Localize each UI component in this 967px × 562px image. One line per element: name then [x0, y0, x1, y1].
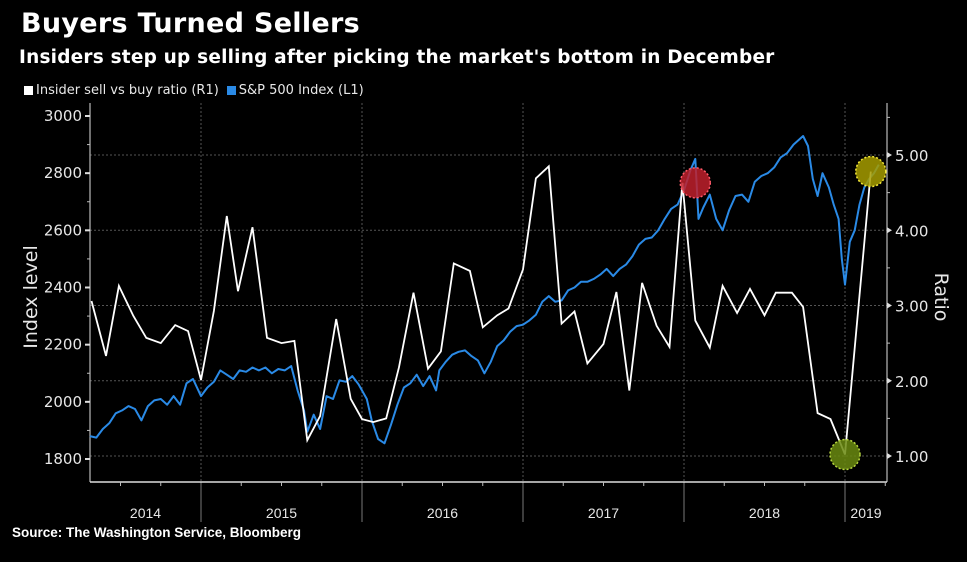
axes: 1800 2000 2200 2400 2600 2800 3000 1.00 2.00 3.00…: [44, 103, 928, 522]
y-right-tick: [887, 453, 892, 459]
y-right-tick: [887, 152, 892, 158]
y-left-tick-label: 2400: [44, 279, 82, 297]
y-left-tick-label: 2800: [44, 164, 82, 182]
gridlines: [90, 103, 887, 482]
annotation-circle: [855, 155, 887, 188]
y-axis-left-label: Index level: [20, 245, 42, 349]
y-right-tick-label: 5.00: [895, 147, 928, 165]
line-sp500: [89, 135, 880, 445]
x-tick-label: 2014: [130, 505, 161, 521]
x-tick-label: 2018: [749, 505, 780, 521]
x-tick-label: 2015: [266, 505, 297, 521]
y-right-tick-label: 3.00: [895, 298, 928, 316]
x-tick-label: 2017: [588, 505, 619, 521]
annotation-circle: [829, 438, 861, 471]
x-tick-label: 2019: [850, 505, 881, 521]
legend: Insider sell vs buy ratio (R1) S&P 500 I…: [24, 83, 372, 98]
y-right-tick-label: 1.00: [895, 448, 928, 466]
line-ratio: [90, 164, 872, 455]
legend-label-ratio: Insider sell vs buy ratio (R1): [36, 83, 219, 98]
legend-label-sp500: S&P 500 Index (L1): [238, 83, 364, 98]
series-sp500: [89, 135, 880, 445]
y-left-tick-label: 3000: [44, 107, 82, 125]
series-ratio: [90, 164, 872, 455]
legend-swatch-sp500: [226, 86, 236, 95]
annotations: [679, 155, 887, 471]
x-tick-label: 2016: [427, 505, 458, 521]
y-right-tick: [887, 302, 892, 309]
legend-item-sp500: S&P 500 Index (L1): [226, 83, 364, 98]
y-left-tick-label: 2600: [44, 221, 82, 239]
legend-swatch-ratio: [24, 86, 33, 95]
chart-subtitle: Insiders step up selling after picking t…: [19, 47, 775, 68]
source-note: Source: The Washington Service, Bloomber…: [12, 525, 302, 540]
y-left-tick-label: 2000: [44, 393, 82, 411]
annotation-circle: [679, 167, 712, 199]
y-left-tick-label: 1800: [44, 450, 82, 468]
y-right-tick: [887, 377, 892, 384]
y-right-tick-label: 2.00: [895, 373, 928, 391]
y-right-tick: [887, 227, 892, 234]
legend-item-ratio: Insider sell vs buy ratio (R1): [24, 83, 219, 98]
chart-title: Buyers Turned Sellers: [21, 8, 361, 39]
y-left-tick-label: 2200: [44, 336, 82, 354]
y-right-tick-label: 4.00: [895, 222, 928, 240]
y-axis-right-label: Ratio: [930, 273, 952, 322]
